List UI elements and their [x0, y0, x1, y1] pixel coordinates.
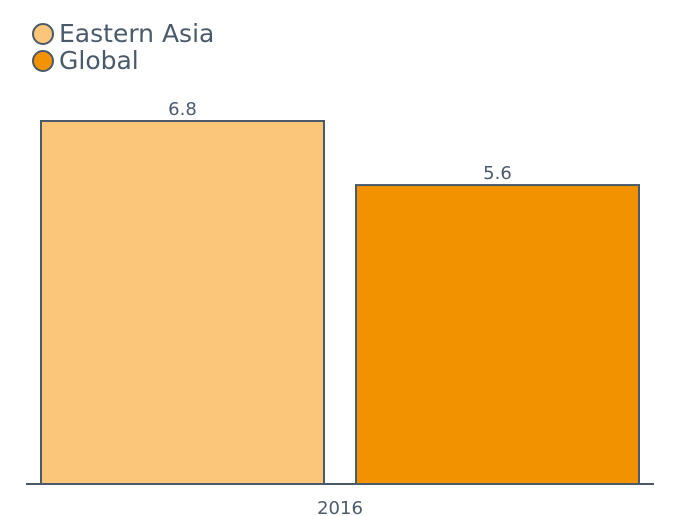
legend-swatch — [32, 50, 54, 72]
legend-label: Eastern Asia — [59, 19, 214, 48]
legend-label: Global — [59, 46, 139, 75]
x-tick-label: 2016 — [317, 498, 363, 516]
value-label: 5.6 — [483, 163, 512, 184]
bar — [40, 120, 325, 485]
value-label: 6.8 — [168, 99, 197, 120]
legend-swatch — [32, 23, 54, 45]
bar — [355, 184, 640, 485]
